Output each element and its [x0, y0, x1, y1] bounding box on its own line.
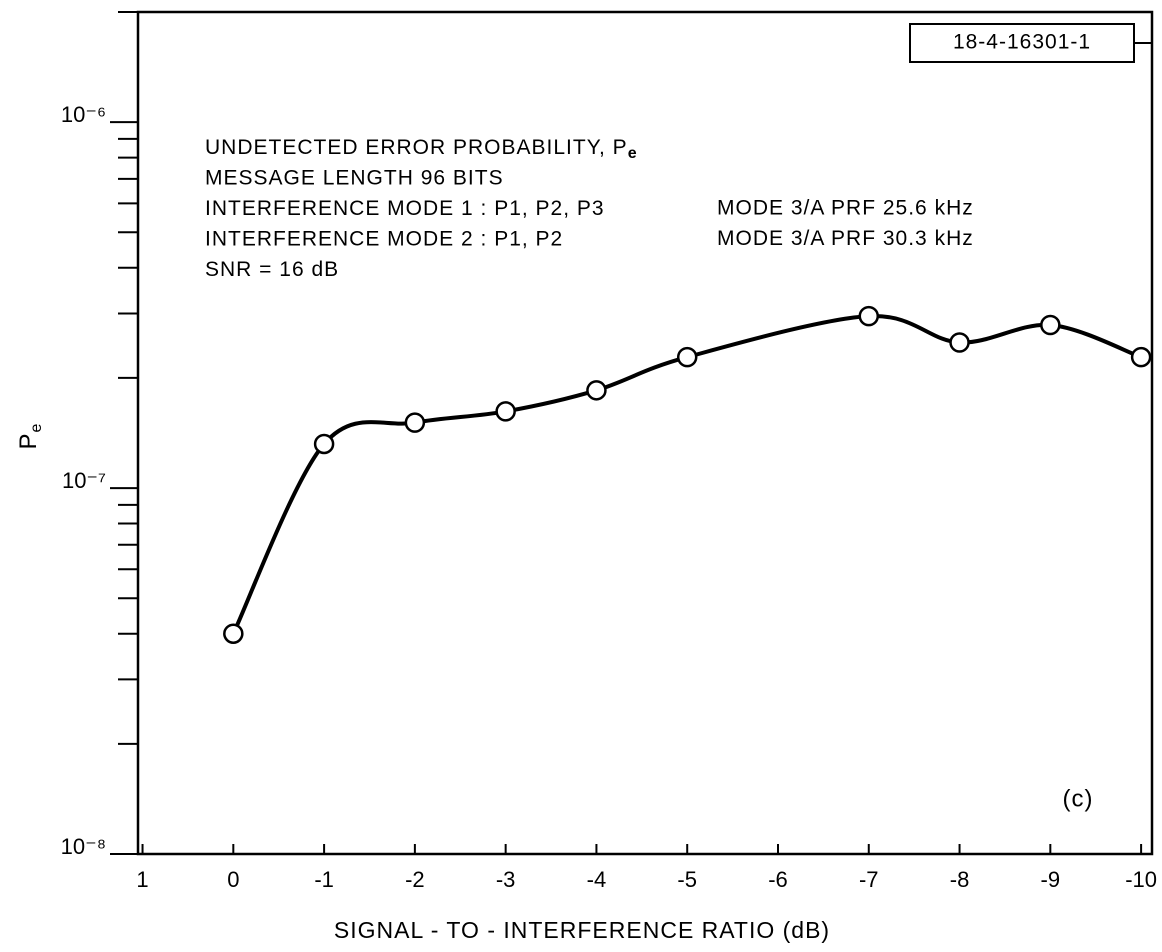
data-point	[676, 346, 698, 368]
data-point	[1130, 346, 1152, 368]
x-tick-label: -4	[587, 867, 607, 892]
y-axis-label: Pe	[15, 423, 45, 450]
x-tick-label: 0	[227, 867, 239, 892]
series-line	[231, 314, 1142, 635]
x-tick-label: -6	[768, 867, 788, 892]
annotation: MESSAGE LENGTH 96 BITS	[205, 166, 504, 189]
annotation-text: INTERFERENCE MODE 2 : P1, P2	[205, 227, 563, 250]
x-tick-label: -1	[314, 867, 334, 892]
annotation: UNDETECTED ERROR PROBABILITY, Pe	[205, 136, 638, 163]
x-tick-label: -2	[405, 867, 425, 892]
annotation-text: SNR = 16 dB	[205, 258, 339, 281]
annotation-right: MODE 3/A PRF 30.3 kHz	[717, 227, 974, 250]
x-tick-label: -8	[950, 867, 970, 892]
data-point	[586, 380, 607, 401]
data-point	[858, 305, 880, 327]
id-label: 18-4-16301-1	[953, 31, 1091, 54]
annotation-text: INTERFERENCE MODE 1 : P1, P2, P3	[205, 197, 605, 220]
data-point	[949, 332, 970, 353]
id-box	[909, 23, 1135, 63]
annotation-text: MESSAGE LENGTH 96 BITS	[205, 166, 504, 189]
plot-frame	[136, 10, 1154, 856]
annotation-right: MODE 3/A PRF 25.6 kHz	[717, 197, 974, 220]
x-tick-label: -5	[677, 867, 697, 892]
y-axis-label-group: Pe	[15, 423, 45, 450]
y-tick-label: 10⁻⁷	[62, 468, 106, 493]
x-tick-label: -3	[496, 867, 516, 892]
annotation: SNR = 16 dB	[205, 258, 339, 281]
y-axis-label-main: P	[15, 432, 42, 449]
x-tick-label: -7	[859, 867, 879, 892]
annotation-sub: e	[628, 145, 638, 162]
x-tick-label: -10	[1125, 867, 1157, 892]
annotation-text: UNDETECTED ERROR PROBABILITY, P	[205, 136, 628, 159]
y-tick-label: 10⁻⁶	[61, 102, 106, 127]
data-point	[313, 433, 335, 455]
panel-label: (c)	[1063, 785, 1094, 812]
y-tick-label: 10⁻⁸	[61, 834, 106, 859]
data-point	[404, 412, 426, 433]
data-point	[1040, 314, 1061, 336]
x-axis-label: SIGNAL - TO - INTERFERENCE RATIO (dB)	[334, 917, 830, 943]
annotation: INTERFERENCE MODE 2 : P1, P2	[205, 227, 563, 250]
data-point	[223, 623, 244, 644]
x-tick-label: 1	[136, 867, 148, 892]
y-axis-label-sub: e	[28, 423, 45, 433]
data-point	[495, 401, 516, 422]
x-tick-label: -9	[1041, 867, 1061, 892]
annotation: INTERFERENCE MODE 1 : P1, P2, P3	[205, 197, 605, 220]
